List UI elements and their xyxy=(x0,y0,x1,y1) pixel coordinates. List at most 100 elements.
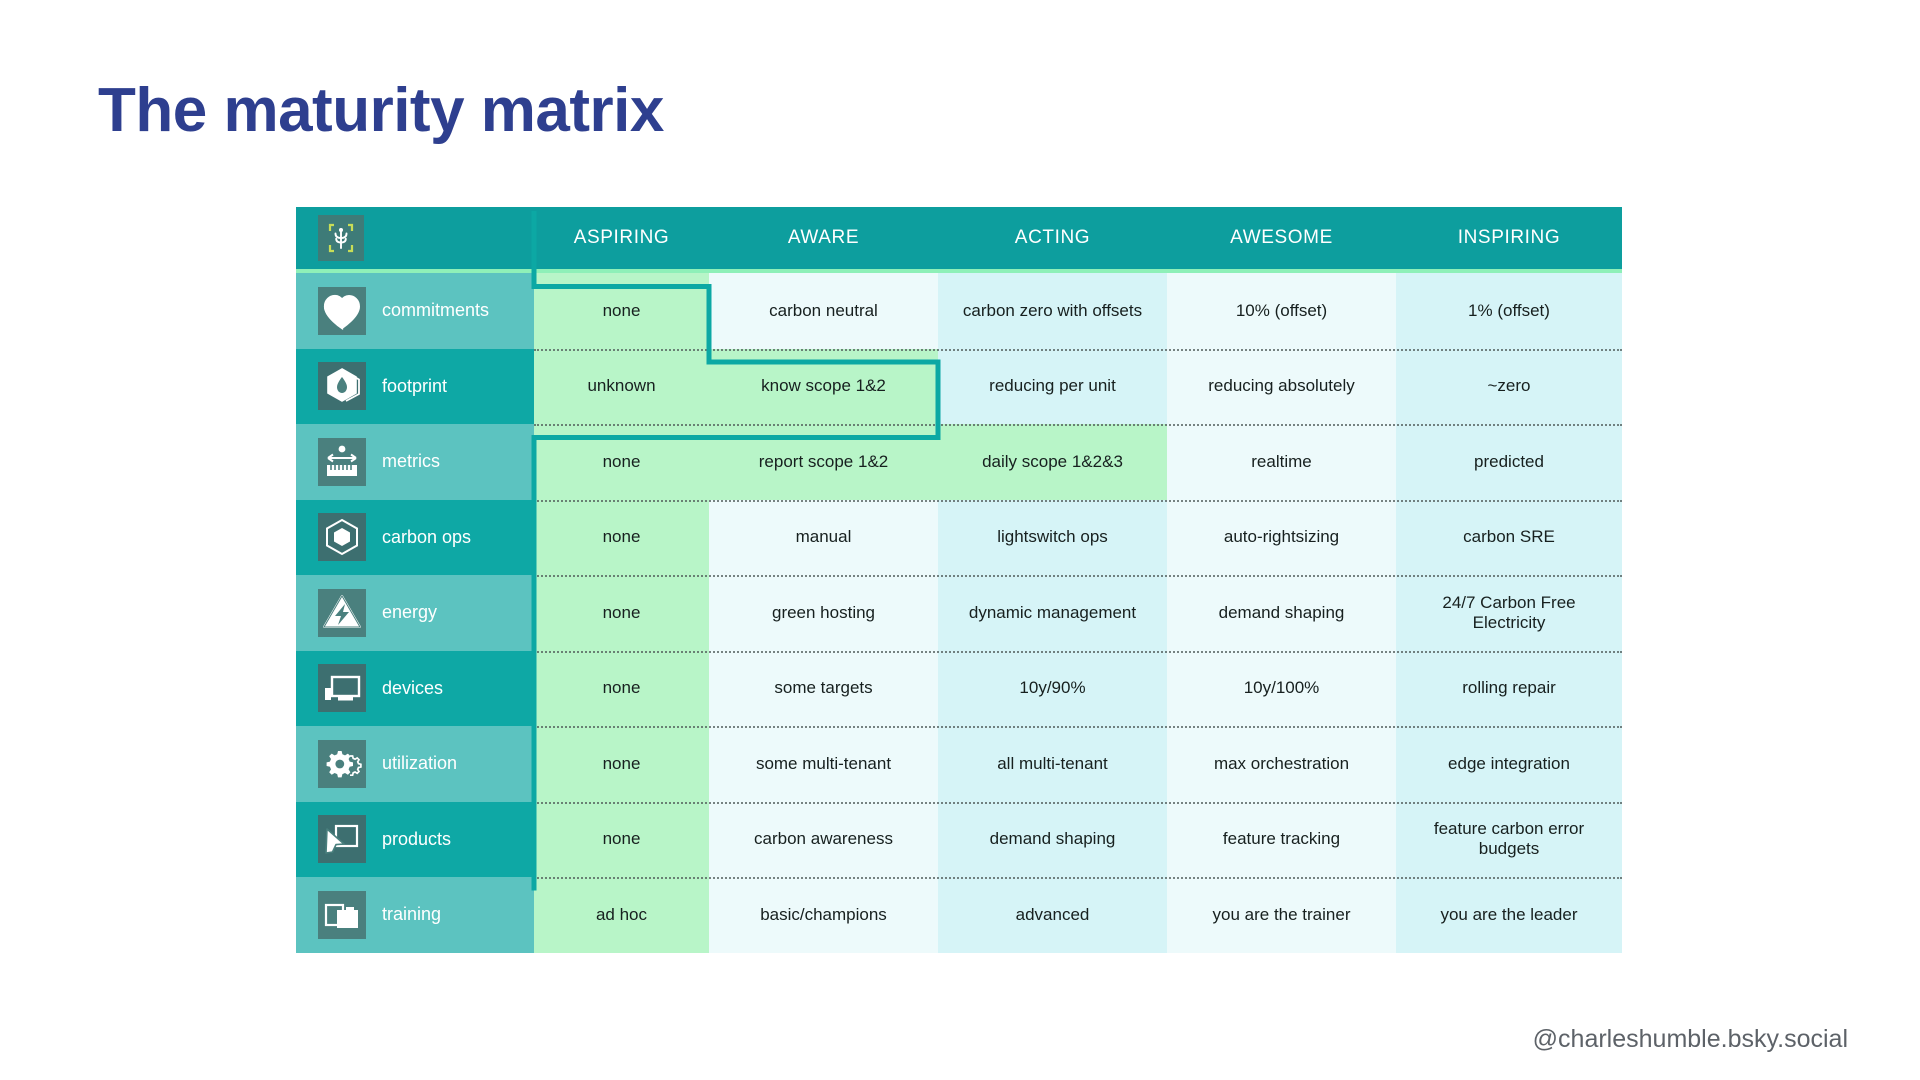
row-header-commitments[interactable]: commitments xyxy=(296,273,534,349)
energy-warning-icon xyxy=(318,588,366,637)
row-header-label: utilization xyxy=(382,753,458,774)
matrix-cell[interactable]: none xyxy=(534,273,709,349)
matrix-row: carbon ops none manual lightswitch ops auto-… xyxy=(296,499,1622,575)
matrix-cell[interactable]: dynamic management xyxy=(938,575,1167,651)
row-divider xyxy=(534,801,1622,804)
row-header-label: carbon ops xyxy=(382,526,472,547)
row-header-products[interactable]: products xyxy=(296,801,534,877)
row-header-label: training xyxy=(382,904,442,925)
matrix-cell[interactable]: max orchestration xyxy=(1167,726,1396,802)
matrix-cell[interactable]: auto-rightsizing xyxy=(1167,499,1396,575)
gears-icon xyxy=(318,739,366,788)
matrix-cell[interactable]: carbon neutral xyxy=(709,273,938,349)
row-header-label: footprint xyxy=(382,375,448,396)
matrix-cell[interactable]: ~zero xyxy=(1396,348,1622,424)
header-underline xyxy=(296,269,1622,273)
heart-icon xyxy=(318,286,366,335)
matrix-cell[interactable]: demand shaping xyxy=(938,801,1167,877)
matrix-cell[interactable]: carbon SRE xyxy=(1396,499,1622,575)
cursor-window-icon xyxy=(318,815,366,864)
ruler-icon xyxy=(318,437,366,486)
matrix-cell[interactable]: ad hoc xyxy=(534,877,709,953)
briefcase-icon xyxy=(318,890,366,939)
row-header-energy[interactable]: energy xyxy=(296,575,534,651)
row-divider xyxy=(534,726,1622,728)
matrix-cell[interactable]: reducing absolutely xyxy=(1167,348,1396,424)
matrix-cell[interactable]: rolling repair xyxy=(1396,650,1622,726)
matrix-cell[interactable]: 10% (offset) xyxy=(1167,273,1396,349)
matrix-cell[interactable]: 1% (offset) xyxy=(1396,273,1622,349)
matrix-cell[interactable]: none xyxy=(534,801,709,877)
matrix-cell[interactable]: daily scope 1&2&3 xyxy=(938,424,1167,500)
row-divider xyxy=(534,877,1622,879)
matrix-cell[interactable]: green hosting xyxy=(709,575,938,651)
matrix-cell[interactable]: realtime xyxy=(1167,424,1396,500)
matrix-cell[interactable]: predicted xyxy=(1396,424,1622,500)
page-title: The maturity matrix xyxy=(98,76,664,145)
matrix-cell[interactable]: edge integration xyxy=(1396,726,1622,802)
matrix-cell[interactable]: lightswitch ops xyxy=(938,499,1167,575)
matrix-cell[interactable]: you are the leader xyxy=(1396,877,1622,953)
matrix-header-row: ASPIRING AWARE ACTING AWESOME INSPIRING xyxy=(296,207,1622,269)
matrix-cell[interactable]: feature tracking xyxy=(1167,801,1396,877)
matrix-cell[interactable]: none xyxy=(534,499,709,575)
row-header-label: metrics xyxy=(382,451,440,472)
row-header-training[interactable]: training xyxy=(296,877,534,953)
matrix-cell[interactable]: some targets xyxy=(709,650,938,726)
matrix-cell[interactable]: you are the trainer xyxy=(1167,877,1396,953)
column-header-aware[interactable]: AWARE xyxy=(709,207,938,269)
row-header-carbon-ops[interactable]: carbon ops xyxy=(296,499,534,575)
matrix-cell[interactable]: none xyxy=(534,424,709,500)
matrix-cell[interactable]: carbon awareness xyxy=(709,801,938,877)
row-header-metrics[interactable]: metrics xyxy=(296,424,534,500)
matrix-cell[interactable]: manual xyxy=(709,499,938,575)
row-divider xyxy=(534,650,1622,653)
maturity-matrix-table: ASPIRING AWARE ACTING AWESOME INSPIRING … xyxy=(296,207,1622,953)
matrix-cell[interactable]: all multi-tenant xyxy=(938,726,1167,802)
matrix-row: devices none some targets 10y/90% 10y/100% ro… xyxy=(296,650,1622,726)
matrix-row: commitments none carbon neutral carbon zero… xyxy=(296,273,1622,349)
matrix-cell[interactable]: reducing per unit xyxy=(938,348,1167,424)
matrix-cell[interactable]: none xyxy=(534,650,709,726)
matrix-cell[interactable]: none xyxy=(534,726,709,802)
matrix-cell[interactable]: 10y/90% xyxy=(938,650,1167,726)
author-handle: @charleshumble.bsky.social xyxy=(1532,1025,1848,1053)
matrix-row: footprint unknown know scope 1&2 reducing p… xyxy=(296,348,1622,424)
matrix-cell[interactable]: report scope 1&2 xyxy=(709,424,938,500)
row-header-footprint[interactable]: footprint xyxy=(296,348,534,424)
row-divider xyxy=(534,575,1622,577)
column-header-acting[interactable]: ACTING xyxy=(938,207,1167,269)
matrix-row: training ad hoc basic/champions advanced you… xyxy=(296,877,1622,953)
row-header-label: devices xyxy=(382,677,444,698)
row-header-label: energy xyxy=(382,602,438,623)
row-header-utilization[interactable]: utilization xyxy=(296,726,534,802)
monitor-icon xyxy=(318,664,366,713)
matrix-cell[interactable]: advanced xyxy=(938,877,1167,953)
matrix-cell[interactable]: feature carbon error budgets xyxy=(1396,801,1622,877)
matrix-row: utilization none some multi-tenant all mult… xyxy=(296,726,1622,802)
matrix-row: energy none green hosting dynamic managemen… xyxy=(296,575,1622,651)
matrix-corner-cell xyxy=(296,207,534,269)
matrix-cell[interactable]: basic/champions xyxy=(709,877,938,953)
row-header-label: commitments xyxy=(382,300,490,321)
row-divider xyxy=(534,348,1622,351)
matrix-cell[interactable]: know scope 1&2 xyxy=(709,348,938,424)
tree-icon xyxy=(318,215,364,261)
matrix-cell[interactable]: 24/7 Carbon Free Electricity xyxy=(1396,575,1622,651)
matrix-cell[interactable]: some multi-tenant xyxy=(709,726,938,802)
row-divider xyxy=(534,499,1622,502)
column-header-awesome[interactable]: AWESOME xyxy=(1167,207,1396,269)
matrix-cell[interactable]: carbon zero with offsets xyxy=(938,273,1167,349)
matrix-cell[interactable]: demand shaping xyxy=(1167,575,1396,651)
hexagon-droplet-icon xyxy=(318,362,366,411)
matrix-cell[interactable]: none xyxy=(534,575,709,651)
hexagon-icon xyxy=(318,513,366,562)
matrix-cell[interactable]: unknown xyxy=(534,348,709,424)
column-header-aspiring[interactable]: ASPIRING xyxy=(534,207,709,269)
matrix-cell[interactable]: 10y/100% xyxy=(1167,650,1396,726)
row-header-devices[interactable]: devices xyxy=(296,650,534,726)
column-header-inspiring[interactable]: INSPIRING xyxy=(1396,207,1622,269)
row-header-label: products xyxy=(382,828,452,849)
row-divider xyxy=(534,424,1622,426)
matrix-row: products none carbon awareness demand shapi… xyxy=(296,801,1622,877)
